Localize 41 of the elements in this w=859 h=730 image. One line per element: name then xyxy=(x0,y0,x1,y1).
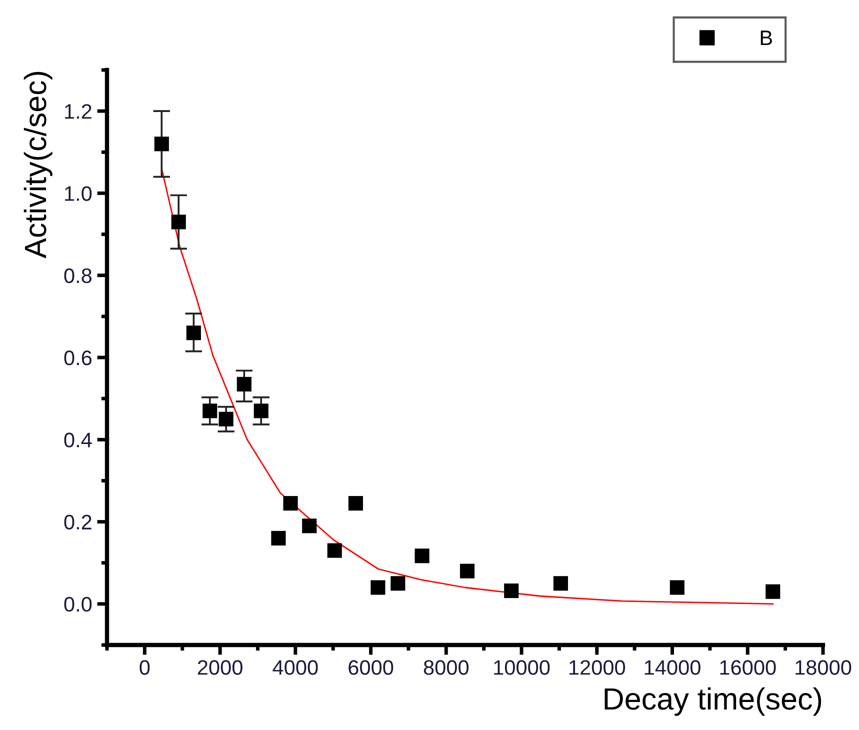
x-tick-label: 10000 xyxy=(494,660,550,675)
point xyxy=(504,584,519,598)
point xyxy=(766,584,780,599)
point xyxy=(254,404,268,418)
y-tick-label: 0.4 xyxy=(64,432,92,448)
point xyxy=(171,214,186,230)
point xyxy=(271,530,286,546)
point xyxy=(460,564,475,578)
point xyxy=(327,543,342,558)
x-tick-label: 4000 xyxy=(272,660,318,675)
point xyxy=(670,580,684,595)
line-series xyxy=(160,168,774,605)
x-axis-title: Decay time(sec) xyxy=(604,687,822,716)
x-tick-label: 6000 xyxy=(348,660,394,675)
y-tick-label: 0.8 xyxy=(64,268,92,284)
x-tick-label: 12000 xyxy=(570,660,626,675)
x-tick-label: 18000 xyxy=(796,660,852,675)
x-tick-label: 16000 xyxy=(720,660,776,675)
point xyxy=(302,518,317,534)
x-tick-label: 2000 xyxy=(198,660,242,675)
point xyxy=(348,496,363,511)
y-axis-title: Activity(c/sec) xyxy=(24,72,52,258)
point xyxy=(202,404,218,418)
point xyxy=(218,412,234,426)
point xyxy=(553,576,568,591)
y-tick-label: 1.0 xyxy=(65,186,92,201)
point xyxy=(370,580,386,595)
x-tick-label: 14000 xyxy=(644,660,700,675)
x-tick-label: 0 xyxy=(140,660,150,675)
y-tick-label: 0.6 xyxy=(64,350,92,366)
y-tick-label: 1.2 xyxy=(65,104,92,119)
y-tick-label: 0.2 xyxy=(64,514,92,530)
point xyxy=(283,496,298,511)
x-tick-label: 8000 xyxy=(424,660,469,675)
point xyxy=(236,376,252,392)
point xyxy=(186,326,201,340)
legend-label: B xyxy=(760,30,772,46)
y-tick-label: 0.0 xyxy=(64,596,92,612)
point xyxy=(390,576,406,591)
point xyxy=(414,548,430,564)
point xyxy=(154,136,169,152)
